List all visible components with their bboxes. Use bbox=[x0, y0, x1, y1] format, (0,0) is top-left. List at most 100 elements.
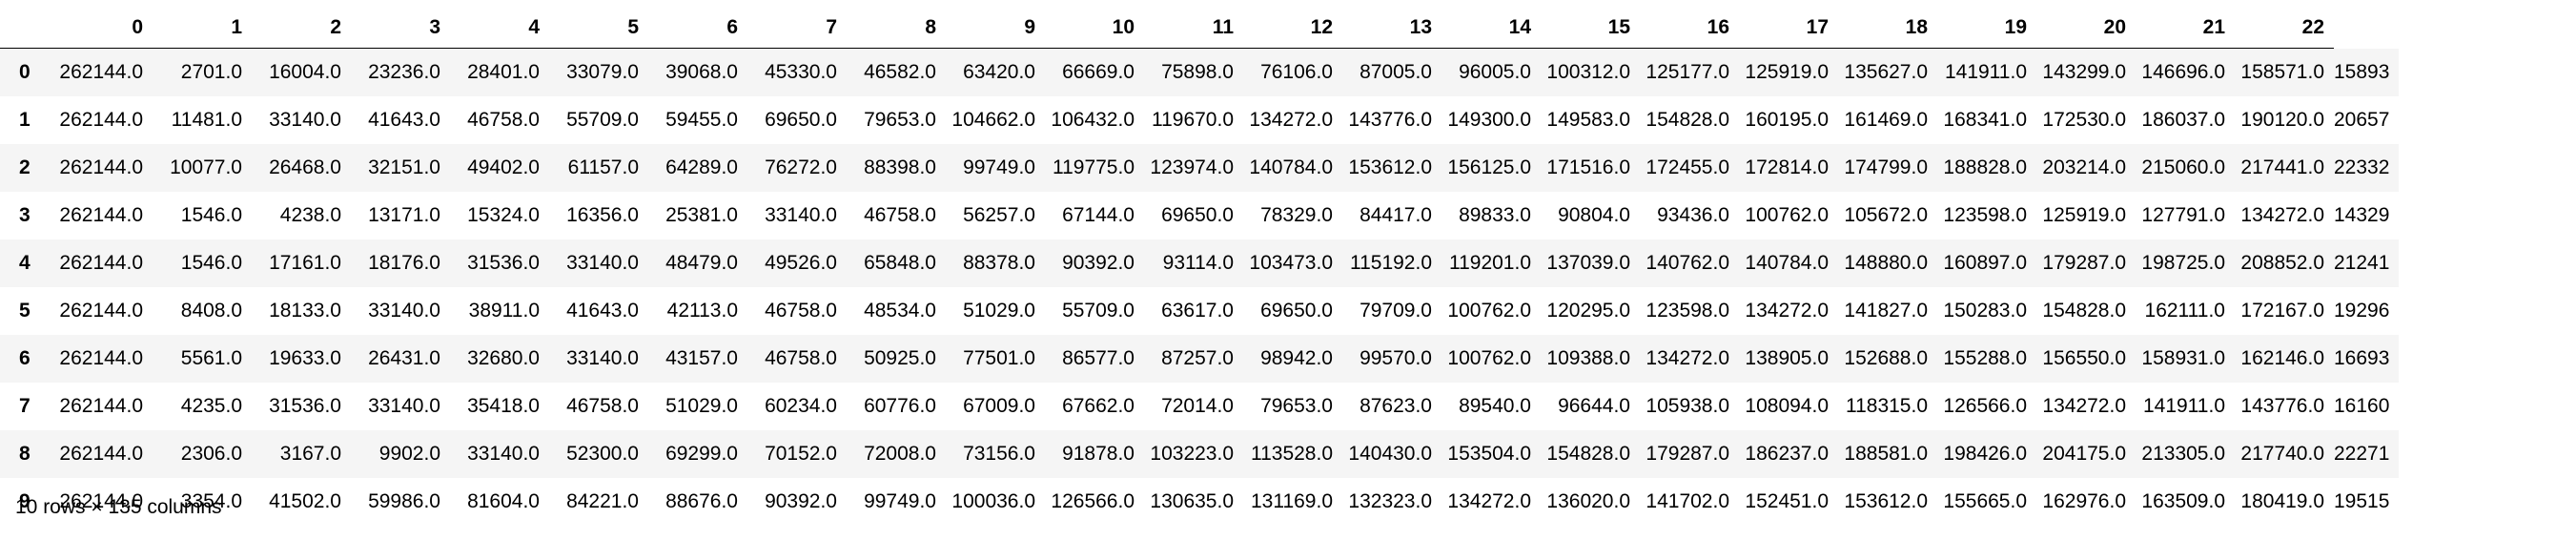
table-cell: 99749.0 bbox=[864, 490, 936, 512]
table-cell: 13171.0 bbox=[368, 204, 440, 226]
table-cell: 149583.0 bbox=[1546, 109, 1630, 131]
table-cell: 119201.0 bbox=[1448, 252, 1531, 274]
table-cell: 14329 bbox=[2334, 204, 2390, 226]
table-cell: 60234.0 bbox=[765, 395, 837, 417]
table-cell: 154828.0 bbox=[2042, 300, 2126, 322]
table-cell: 126566.0 bbox=[1051, 490, 1135, 512]
table-cell: 172530.0 bbox=[2042, 109, 2126, 131]
column-header: 4 bbox=[450, 8, 549, 49]
table-cell: 106432.0 bbox=[1051, 109, 1135, 131]
table-cell: 48534.0 bbox=[864, 300, 936, 322]
table-cell: 198426.0 bbox=[1943, 443, 2027, 465]
table-cell: 8408.0 bbox=[180, 300, 242, 322]
table-cell: 138905.0 bbox=[1745, 347, 1829, 369]
table-cell: 160897.0 bbox=[1943, 252, 2027, 274]
table-cell: 119670.0 bbox=[1151, 109, 1234, 131]
dataframe-table: 0 1 2 3 4 5 6 7 8 9 10 11 12 13 14 15 16 17 18 19 20 21 22 0 26… bbox=[0, 8, 2400, 526]
table-cell: 198725.0 bbox=[2141, 252, 2225, 274]
table-cell: 63420.0 bbox=[963, 61, 1035, 83]
row-index: 7 bbox=[19, 395, 31, 417]
table-cell: 18133.0 bbox=[269, 300, 341, 322]
column-header: 3 bbox=[351, 8, 450, 49]
table-cell: 134272.0 bbox=[2240, 204, 2324, 226]
table-cell: 59986.0 bbox=[368, 490, 440, 512]
table-cell: 140762.0 bbox=[1646, 252, 1729, 274]
table-cell: 168341.0 bbox=[1943, 109, 2027, 131]
table-cell: 141702.0 bbox=[1646, 490, 1729, 512]
table-cell: 20657 bbox=[2334, 109, 2390, 131]
table-cell: 160195.0 bbox=[1745, 109, 1829, 131]
table-cell: 60776.0 bbox=[864, 395, 936, 417]
table-cell: 204175.0 bbox=[2042, 443, 2126, 465]
table-cell: 78329.0 bbox=[1260, 204, 1333, 226]
row-index: 2 bbox=[19, 156, 31, 178]
table-cell: 140430.0 bbox=[1348, 443, 1432, 465]
table-cell: 125177.0 bbox=[1646, 61, 1729, 83]
table-cell: 123974.0 bbox=[1150, 156, 1234, 178]
table-cell: 63617.0 bbox=[1161, 300, 1234, 322]
column-header: 17 bbox=[1739, 8, 1838, 49]
table-cell: 208852.0 bbox=[2240, 252, 2324, 274]
table-cell: 87005.0 bbox=[1360, 61, 1432, 83]
table-row: 1 262144.0 11481.0 33140.0 41643.0 46758.0 557… bbox=[0, 96, 2400, 144]
table-cell: 96005.0 bbox=[1459, 61, 1531, 83]
column-header: 15 bbox=[1541, 8, 1640, 49]
table-cell: 32680.0 bbox=[467, 347, 540, 369]
table-cell: 120295.0 bbox=[1546, 300, 1630, 322]
table-cell: 119775.0 bbox=[1052, 156, 1135, 178]
table-cell: 137039.0 bbox=[1546, 252, 1630, 274]
table-cell: 41643.0 bbox=[368, 109, 440, 131]
table-cell: 31536.0 bbox=[269, 395, 341, 417]
table-cell: 134272.0 bbox=[1249, 109, 1333, 131]
table-cell: 262144.0 bbox=[59, 204, 143, 226]
table-cell: 93436.0 bbox=[1657, 204, 1729, 226]
table-cell: 69650.0 bbox=[1161, 204, 1234, 226]
table-cell: 76106.0 bbox=[1260, 61, 1333, 83]
table-cell: 98942.0 bbox=[1260, 347, 1333, 369]
table-cell: 59455.0 bbox=[665, 109, 738, 131]
table-cell: 96644.0 bbox=[1558, 395, 1630, 417]
table-cell: 55709.0 bbox=[1062, 300, 1135, 322]
table-cell: 46758.0 bbox=[765, 347, 837, 369]
table-cell: 3354.0 bbox=[180, 490, 242, 512]
table-cell: 70152.0 bbox=[765, 443, 837, 465]
table-cell: 172814.0 bbox=[1745, 156, 1829, 178]
table-cell: 33079.0 bbox=[566, 61, 639, 83]
table-cell: 89833.0 bbox=[1459, 204, 1531, 226]
table-cell: 16356.0 bbox=[566, 204, 639, 226]
table-cell: 93114.0 bbox=[1162, 252, 1234, 274]
table-cell: 100036.0 bbox=[951, 490, 1035, 512]
table-cell: 25381.0 bbox=[665, 204, 738, 226]
table-cell: 84417.0 bbox=[1360, 204, 1432, 226]
table-cell: 22271 bbox=[2334, 443, 2390, 465]
column-header: 21 bbox=[2136, 8, 2235, 49]
table-cell: 38911.0 bbox=[468, 300, 540, 322]
table-cell: 65848.0 bbox=[864, 252, 936, 274]
table-cell: 19296 bbox=[2334, 300, 2390, 322]
table-cell: 41643.0 bbox=[566, 300, 639, 322]
table-cell: 21241 bbox=[2334, 252, 2390, 274]
table-cell: 149300.0 bbox=[1447, 109, 1531, 131]
table-cell: 61157.0 bbox=[567, 156, 639, 178]
table-cell: 155665.0 bbox=[1943, 490, 2027, 512]
table-cell: 19515 bbox=[2334, 490, 2390, 512]
column-header: 1 bbox=[153, 8, 252, 49]
index-header-corner bbox=[0, 8, 48, 49]
table-cell: 67662.0 bbox=[1062, 395, 1135, 417]
table-cell: 113528.0 bbox=[1250, 443, 1333, 465]
table-cell: 91878.0 bbox=[1062, 443, 1135, 465]
table-cell: 1546.0 bbox=[180, 204, 242, 226]
column-header: 16 bbox=[1640, 8, 1739, 49]
table-cell: 2701.0 bbox=[180, 61, 242, 83]
table-cell: 188581.0 bbox=[1844, 443, 1928, 465]
table-cell: 26431.0 bbox=[368, 347, 440, 369]
table-cell: 4235.0 bbox=[180, 395, 242, 417]
table-cell: 3167.0 bbox=[279, 443, 341, 465]
table-cell: 262144.0 bbox=[59, 395, 143, 417]
table-cell: 33140.0 bbox=[368, 395, 440, 417]
table-cell: 136020.0 bbox=[1546, 490, 1630, 512]
table-cell: 135627.0 bbox=[1844, 61, 1928, 83]
column-header: 7 bbox=[747, 8, 847, 49]
table-cell: 16004.0 bbox=[269, 61, 341, 83]
table-cell: 72008.0 bbox=[864, 443, 936, 465]
